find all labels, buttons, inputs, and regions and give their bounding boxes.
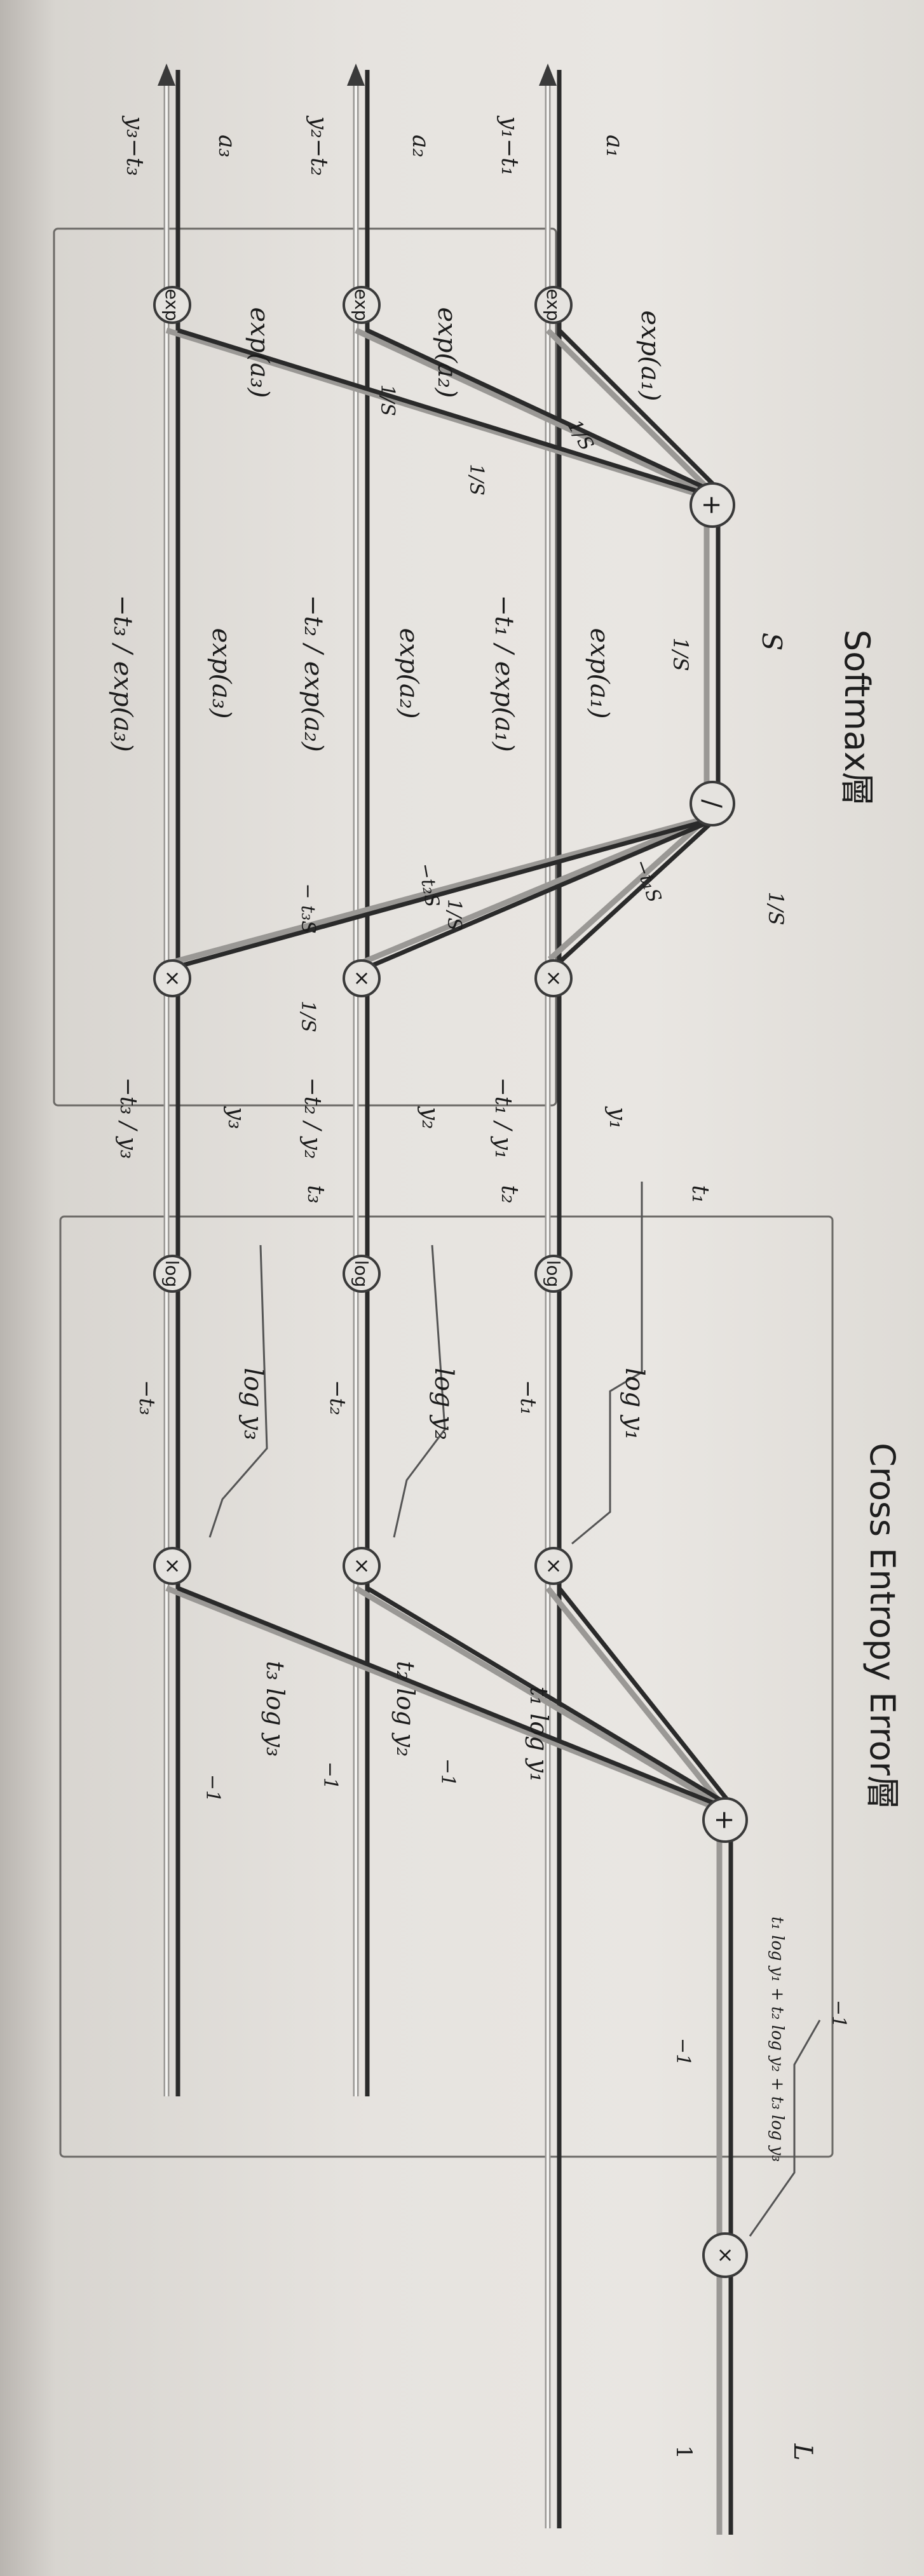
times-node-1-label: × — [542, 970, 566, 987]
label-neg-t1-exp-a1: −t₁ / exp(a₁) — [489, 595, 519, 752]
plus-node-ce-label: + — [710, 1809, 739, 1831]
label-1-over-S-b: 1/S — [465, 464, 487, 496]
label-neg-t2-y2: −t₂ / y₂ — [299, 1077, 325, 1159]
times-node-3 — [153, 959, 191, 997]
label-neg-t3: −t₃ — [134, 1380, 160, 1415]
label-1-over-S-c: 1/S — [376, 384, 398, 416]
label-1-over-S-d: 1/S — [443, 899, 465, 931]
plus-node-ce — [702, 1797, 748, 1843]
label-neg-t3-exp-a3: −t₃ / exp(a₃) — [108, 595, 137, 752]
softmax-layer-box — [53, 227, 557, 1107]
divide-node — [690, 781, 735, 826]
plus-node-softmax — [690, 482, 735, 528]
times-node-1 — [534, 959, 573, 997]
label-minus1-b: −1 — [319, 1762, 341, 1790]
exp-node-3 — [153, 286, 191, 324]
log-node-2-label: log — [351, 1260, 372, 1288]
cross-entropy-layer-box — [59, 1215, 834, 2158]
label-exp-a1-mid: exp(a₁) — [585, 628, 614, 719]
times-node-2 — [343, 959, 381, 997]
log-node-1-label: log — [543, 1260, 564, 1288]
log-node-3-label: log — [161, 1260, 182, 1288]
label-neg-t3-S: − t₃S — [297, 883, 319, 933]
label-neg-t1-y1: −t₁ / y₁ — [490, 1077, 516, 1159]
label-sum: t₁ log y₁ + t₂ log y₂ + t₃ log y₃ — [768, 1917, 787, 2162]
label-y1-t1: y₁−t₁ — [496, 115, 522, 176]
exp-node-2-label: exp — [351, 288, 372, 321]
exp-node-3-label: exp — [161, 288, 182, 321]
times-node-2-label: × — [350, 970, 374, 987]
log-node-1 — [534, 1255, 573, 1293]
label-neg-t1: −t₁ — [515, 1380, 541, 1415]
divide-node-label: / — [697, 799, 726, 808]
times-node-final-label: × — [714, 2247, 738, 2264]
label-minus1-a: −1 — [437, 1758, 459, 1786]
exp-node-1-label: exp — [543, 288, 564, 321]
label-t3-log-y3: t₃ log y₃ — [261, 1661, 289, 1757]
label-a1: a₁ — [601, 135, 627, 158]
label-log-y1: log y₁ — [620, 1368, 649, 1440]
label-exp-a2: exp(a₂) — [432, 307, 461, 398]
label-y3: y₃ — [223, 1106, 249, 1130]
label-y1: y₁ — [604, 1106, 630, 1130]
label-1-over-S-e: 1/S — [297, 1001, 319, 1032]
label-minus1-c: −1 — [201, 1774, 224, 1802]
exp-node-2 — [343, 286, 381, 324]
softmax-title: Softmax層 — [837, 630, 877, 806]
label-L: L — [788, 2443, 817, 2461]
plus-node-softmax-label: + — [697, 494, 726, 516]
label-log-y3: log y₃ — [238, 1368, 268, 1440]
times-node-ce-2-label: × — [350, 1558, 374, 1575]
times-node-ce-3 — [153, 1547, 191, 1585]
label-t3: t₃ — [302, 1185, 329, 1204]
times-node-ce-3-label: × — [161, 1558, 185, 1575]
label-a3: a₃ — [214, 135, 240, 158]
label-1-over-S-top: 1/S — [669, 637, 693, 671]
label-neg-t2: −t₂ — [325, 1380, 350, 1415]
label-y3-t3: y₃−t₃ — [121, 115, 147, 176]
label-exp-a3-mid: exp(a₃) — [207, 628, 236, 719]
exp-node-1 — [534, 286, 573, 324]
label-exp-a2-mid: exp(a₂) — [394, 628, 423, 719]
label-S: S — [756, 633, 787, 651]
label-minus1-d: −1 — [672, 2038, 694, 2066]
label-neg-t2-exp-a2: −t₂ / exp(a₂) — [299, 595, 328, 752]
label-y2: y₂ — [417, 1106, 443, 1130]
label-t1-log-y1: t₁ log y₁ — [525, 1687, 553, 1783]
label-t2-log-y2: t₂ log y₂ — [391, 1661, 419, 1757]
label-neg-t3-y3: −t₃ / y₃ — [115, 1077, 141, 1159]
label-1-over-S-div: 1/S — [764, 891, 788, 925]
log-node-3 — [153, 1255, 191, 1293]
times-node-ce-1-label: × — [542, 1558, 566, 1575]
label-log-y2: log y₂ — [429, 1368, 458, 1440]
label-t1: t₁ — [687, 1185, 713, 1204]
log-node-2 — [343, 1255, 381, 1293]
label-a2: a₂ — [407, 135, 433, 158]
times-node-ce-2 — [343, 1547, 381, 1585]
label-minus1-e: −1 — [827, 2000, 850, 2028]
label-y2-t2: y₂−t₂ — [306, 115, 332, 176]
times-node-final — [702, 2232, 748, 2278]
cross-entropy-title: Cross Entropy Error層 — [862, 1443, 902, 1810]
label-exp-a1: exp(a₁) — [635, 311, 665, 401]
label-t2: t₂ — [496, 1185, 522, 1204]
times-node-ce-1 — [534, 1547, 573, 1585]
label-one: 1 — [671, 2445, 696, 2459]
label-exp-a3: exp(a₃) — [245, 307, 274, 398]
times-node-3-label: × — [161, 970, 185, 987]
